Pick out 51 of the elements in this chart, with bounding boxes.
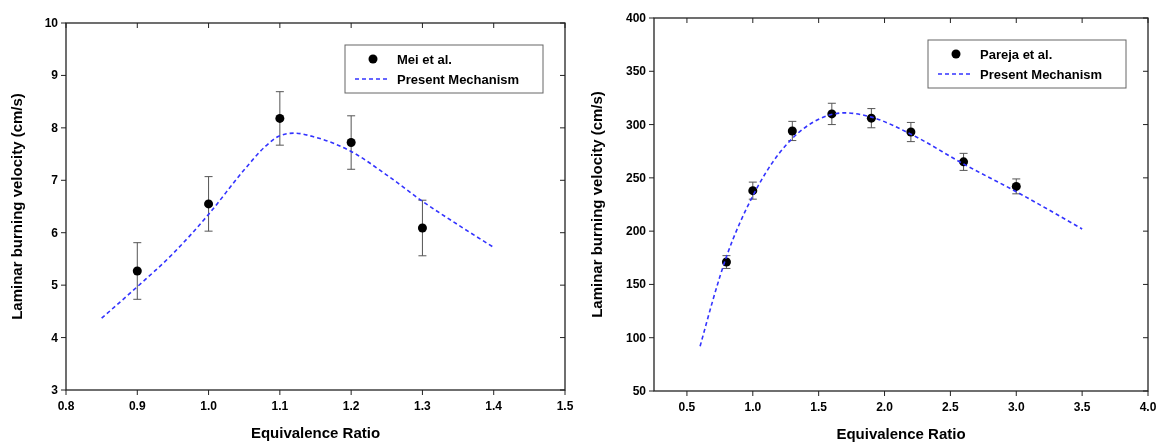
line-series [699,112,1083,348]
y-tick-label: 100 [625,330,647,345]
y-tick-label: 400 [625,11,647,25]
x-tick-label: 1.4 [485,399,503,413]
line-series [100,132,495,319]
point [866,113,876,123]
y-tick-label: 4 [51,330,59,345]
x-tick-label: 0.9 [128,399,146,413]
point [132,266,142,276]
point [748,186,758,196]
point [204,199,214,209]
y-tick-label: 250 [625,170,647,185]
x-tick-label: 1.1 [271,399,289,413]
y-tick-label: 10 [44,16,59,30]
x-tick-label: 2.5 [942,400,960,414]
x-tick-label: 1.5 [810,400,828,414]
y-tick-label: 5 [51,278,59,293]
x-tick-label: 1.0 [200,399,218,413]
y-tick-label: 200 [625,224,647,239]
legend-label: Mei et al. [397,52,452,67]
y-tick-label: 150 [625,277,647,292]
y-tick-label: 8 [51,120,59,135]
x-tick-label: 3.0 [1007,400,1025,414]
point [275,113,285,123]
legend-label: Pareja et al. [980,47,1053,62]
x-axis-title: Equivalence Ratio [250,424,381,441]
x-tick-label: 2.0 [876,400,894,414]
legend-label: Present Mechanism [980,67,1103,82]
x-tick-label: 1.3 [414,399,432,413]
point [1011,181,1021,191]
y-tick-label: 50 [632,384,647,398]
legend-label: Present Mechanism [397,72,520,87]
x-tick-label: 0.8 [57,399,75,413]
y-tick-label: 6 [51,225,59,240]
point [346,138,356,148]
x-axis-title: Equivalence Ratio [836,425,966,442]
x-tick-label: 0.5 [678,400,696,414]
x-tick-label: 1.0 [744,400,762,414]
x-tick-label: 1.2 [342,399,360,413]
point [417,223,427,233]
x-tick-label: 1.5 [556,399,574,413]
y-tick-label: 3 [51,383,59,397]
y-axis-title: Laminar burning velocity (cm/s) [588,91,605,318]
x-tick-label: 4.0 [1139,400,1157,414]
x-tick-label: 3.5 [1073,400,1091,414]
y-tick-label: 7 [51,173,59,188]
y-tick-label: 300 [625,117,647,132]
point [787,126,797,136]
y-tick-label: 350 [625,64,647,79]
y-axis-title: Laminar burning velocity (cm/s) [8,93,25,320]
y-tick-label: 9 [51,68,59,83]
